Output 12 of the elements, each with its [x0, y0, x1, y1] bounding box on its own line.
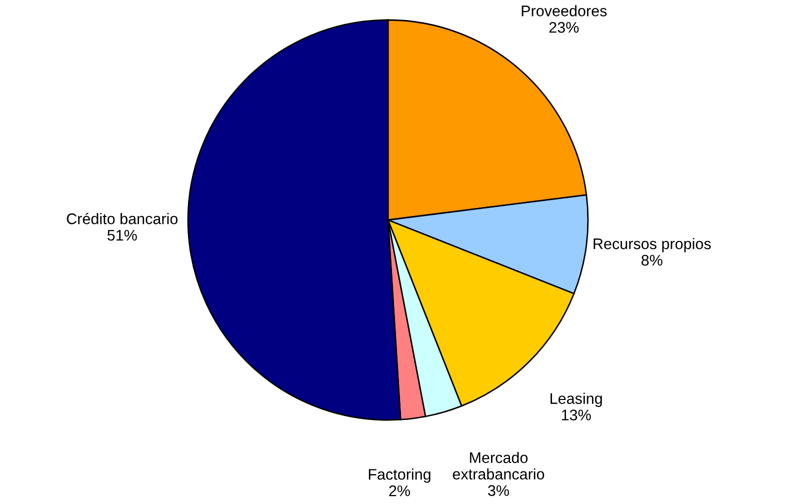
slice-label: Crédito bancario: [66, 212, 178, 224]
data-label: 13%: [562, 410, 591, 420]
data-label: 23%: [549, 22, 579, 33]
data-label: 3%: [488, 485, 509, 496]
data-label: 8%: [642, 254, 662, 266]
slice-label: Mercado extrabancario: [452, 452, 544, 480]
slice-label: Proveedores: [522, 5, 607, 16]
slice-label: Leasing: [550, 392, 602, 407]
data-label: 51%: [107, 230, 137, 241]
data-label: 2%: [389, 485, 410, 496]
slice-label: Factoring: [368, 468, 430, 483]
slice-label: Recursos propios: [594, 238, 711, 252]
